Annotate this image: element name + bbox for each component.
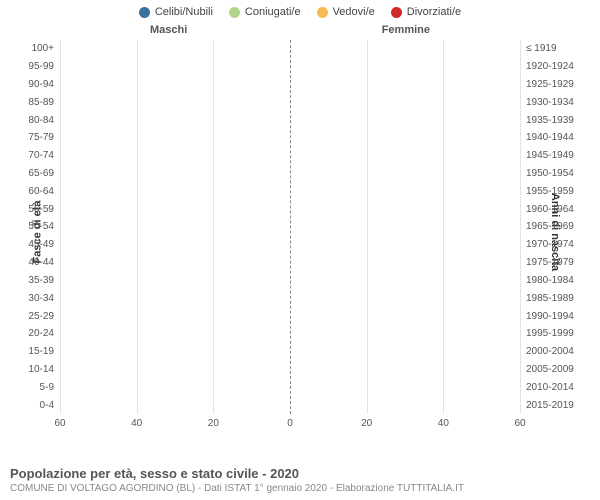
birth-year-label: 1925-1929 — [520, 79, 574, 90]
legend: Celibi/Nubili Coniugati/e Vedovi/e Divorzia… — [0, 0, 600, 22]
legend-item: Coniugati/e — [229, 6, 301, 18]
age-label: 35-39 — [28, 275, 60, 286]
birth-year-label: 1950-1954 — [520, 168, 574, 179]
age-label: 55-59 — [28, 204, 60, 215]
legend-swatch — [317, 7, 328, 18]
birth-year-label: 2010-2014 — [520, 382, 574, 393]
age-label: 50-54 — [28, 221, 60, 232]
birth-year-label: 1995-1999 — [520, 328, 574, 339]
legend-label: Coniugati/e — [245, 6, 301, 18]
legend-label: Vedovi/e — [333, 6, 375, 18]
x-tick-label: 60 — [54, 418, 65, 429]
birth-year-label: 1965-1969 — [520, 221, 574, 232]
legend-item: Divorziati/e — [391, 6, 461, 18]
age-label: 45-49 — [28, 239, 60, 250]
birth-year-label: 1980-1984 — [520, 275, 574, 286]
birth-year-label: 1940-1944 — [520, 132, 574, 143]
age-label: 10-14 — [28, 364, 60, 375]
chart-subtitle: COMUNE DI VOLTAGO AGORDINO (BL) - Dati I… — [10, 483, 590, 494]
legend-label: Divorziati/e — [407, 6, 461, 18]
male-column-title: Maschi — [150, 24, 187, 36]
birth-year-label: 1985-1989 — [520, 293, 574, 304]
age-label: 80-84 — [28, 115, 60, 126]
age-label: 60-64 — [28, 186, 60, 197]
center-axis-line — [290, 40, 291, 414]
birth-year-label: 1975-1979 — [520, 257, 574, 268]
birth-year-label: 1920-1924 — [520, 61, 574, 72]
chart-title: Popolazione per età, sesso e stato civil… — [10, 466, 590, 481]
legend-swatch — [139, 7, 150, 18]
birth-year-label: 1930-1934 — [520, 97, 574, 108]
birth-year-label: 1970-1974 — [520, 239, 574, 250]
plot-area: 100+≤ 191995-991920-192490-941925-192985… — [60, 40, 520, 414]
age-label: 5-9 — [40, 382, 60, 393]
age-label: 90-94 — [28, 79, 60, 90]
age-label: 30-34 — [28, 293, 60, 304]
age-label: 85-89 — [28, 97, 60, 108]
age-label: 40-44 — [28, 257, 60, 268]
age-label: 25-29 — [28, 311, 60, 322]
age-label: 65-69 — [28, 168, 60, 179]
female-column-title: Femmine — [382, 24, 430, 36]
age-label: 0-4 — [40, 400, 60, 411]
age-label: 70-74 — [28, 150, 60, 161]
age-label: 100+ — [31, 43, 60, 54]
chart-footer: Popolazione per età, sesso e stato civil… — [10, 466, 590, 494]
x-tick-label: 60 — [514, 418, 525, 429]
age-label: 15-19 — [28, 346, 60, 357]
birth-year-label: 1945-1949 — [520, 150, 574, 161]
x-tick-label: 0 — [287, 418, 293, 429]
population-pyramid: Celibi/Nubili Coniugati/e Vedovi/e Divorzia… — [0, 0, 600, 500]
legend-swatch — [229, 7, 240, 18]
legend-item: Celibi/Nubili — [139, 6, 213, 18]
age-label: 75-79 — [28, 132, 60, 143]
legend-swatch — [391, 7, 402, 18]
x-tick-label: 40 — [131, 418, 142, 429]
x-tick-label: 20 — [208, 418, 219, 429]
birth-year-label: 2000-2004 — [520, 346, 574, 357]
birth-year-label: 1955-1959 — [520, 186, 574, 197]
x-axis-ticks: 6040200204060 — [60, 418, 520, 432]
x-tick-label: 40 — [438, 418, 449, 429]
birth-year-label: 1960-1964 — [520, 204, 574, 215]
birth-year-label: 2015-2019 — [520, 400, 574, 411]
x-tick-label: 20 — [361, 418, 372, 429]
birth-year-label: 2005-2009 — [520, 364, 574, 375]
birth-year-label: 1990-1994 — [520, 311, 574, 322]
age-label: 95-99 — [28, 61, 60, 72]
birth-year-label: 1935-1939 — [520, 115, 574, 126]
legend-item: Vedovi/e — [317, 6, 375, 18]
legend-label: Celibi/Nubili — [155, 6, 213, 18]
birth-year-label: ≤ 1919 — [520, 43, 557, 54]
chart-area: Maschi Femmine Fasce di età Anni di nasc… — [0, 22, 600, 442]
age-label: 20-24 — [28, 328, 60, 339]
